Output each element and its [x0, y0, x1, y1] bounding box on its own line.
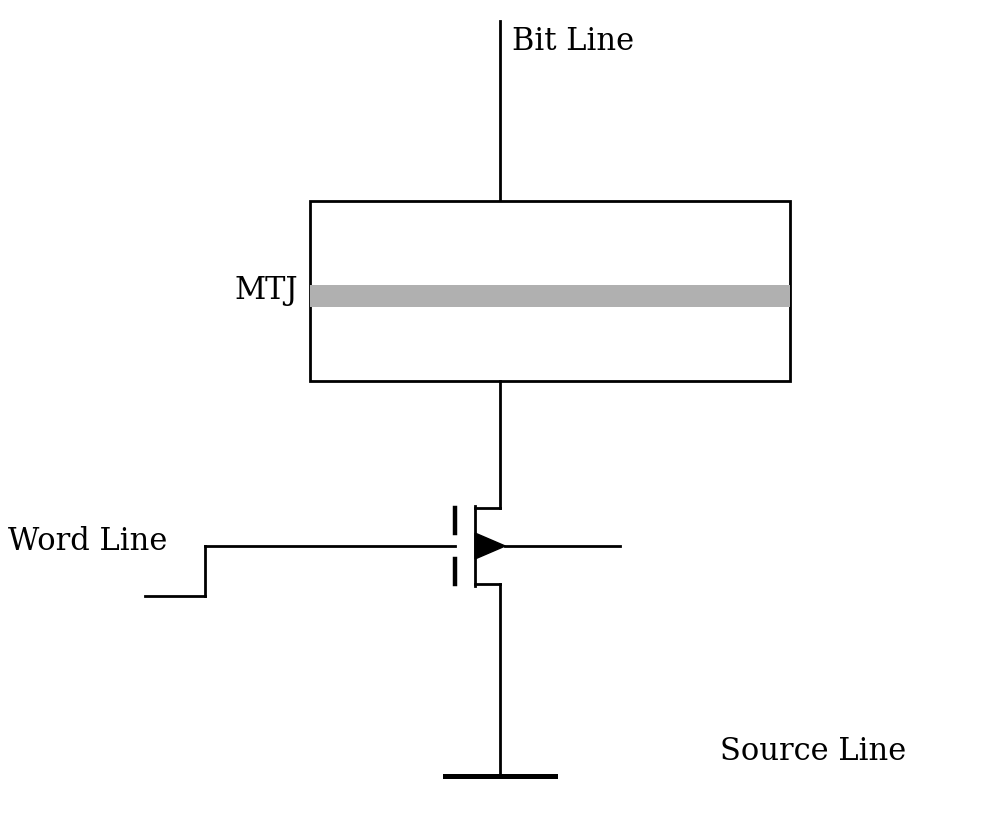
Text: Bit Line: Bit Line — [512, 26, 634, 57]
Bar — [310, 201, 790, 381]
Text: Source Line: Source Line — [720, 735, 906, 766]
Bar — [310, 285, 790, 307]
Polygon shape — [475, 533, 505, 559]
Text: MTJ: MTJ — [234, 276, 298, 307]
Text: Word Line: Word Line — [8, 525, 167, 557]
